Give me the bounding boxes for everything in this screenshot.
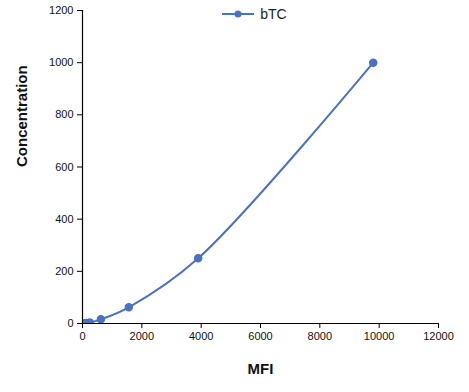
svg-text:4000: 4000 xyxy=(189,330,213,342)
svg-text:6000: 6000 xyxy=(248,330,272,342)
svg-text:Concentration: Concentration xyxy=(13,65,30,167)
svg-text:2000: 2000 xyxy=(130,330,154,342)
svg-text:12000: 12000 xyxy=(423,330,454,342)
svg-text:MFI: MFI xyxy=(248,360,274,377)
svg-text:400: 400 xyxy=(55,213,73,225)
svg-text:8000: 8000 xyxy=(308,330,332,342)
svg-text:1200: 1200 xyxy=(49,4,73,16)
html-text:bTC: bTC xyxy=(260,6,287,22)
svg-text:800: 800 xyxy=(55,108,73,120)
svg-text:0: 0 xyxy=(67,317,73,329)
svg-text:1000: 1000 xyxy=(49,56,73,68)
svg-text:200: 200 xyxy=(55,265,73,277)
svg-text:600: 600 xyxy=(55,161,73,173)
svg-text:0: 0 xyxy=(79,330,85,342)
svg-text:10000: 10000 xyxy=(364,330,395,342)
